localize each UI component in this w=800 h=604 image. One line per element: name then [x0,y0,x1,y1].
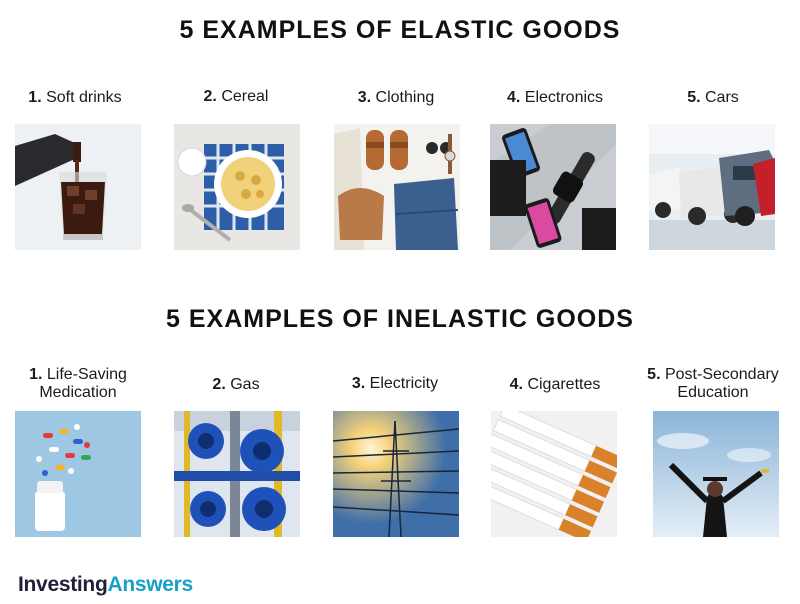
elastic-item-5-label: 5. Cars [687,89,739,106]
cereal-image [174,124,300,250]
cars-image [649,124,775,250]
elastic-section-title: 5 EXAMPLES OF ELASTIC GOODS [179,16,621,44]
inelastic-section-title: 5 EXAMPLES OF INELASTIC GOODS [166,305,634,333]
clothing-image [334,124,460,250]
inelastic-item-2-label: 2. Gas [212,376,260,393]
elastic-item-1-label: 1. Soft drinks [28,89,122,106]
electronics-image [490,124,616,250]
elastic-item-4-label: 4. Electronics [506,89,604,106]
investinganswers-logo: InvestingAnswers [18,573,193,596]
inelastic-item-5-label: 5. Post-Secondary Education [647,366,779,401]
electricity-image [333,411,459,537]
elastic-item-3-label: 3. Clothing [357,89,435,106]
education-image [653,411,779,537]
cigarettes-image [491,411,617,537]
inelastic-item-1-label: 1. Life-Saving Medication [29,366,127,401]
gas-image [174,411,300,537]
inelastic-item-3-label: 3. Electricity [351,375,439,392]
inelastic-item-4-label: 4. Cigarettes [509,376,601,393]
elastic-item-2-label: 2. Cereal [203,88,269,105]
medication-image [15,411,141,537]
soft-drinks-image [15,124,141,250]
